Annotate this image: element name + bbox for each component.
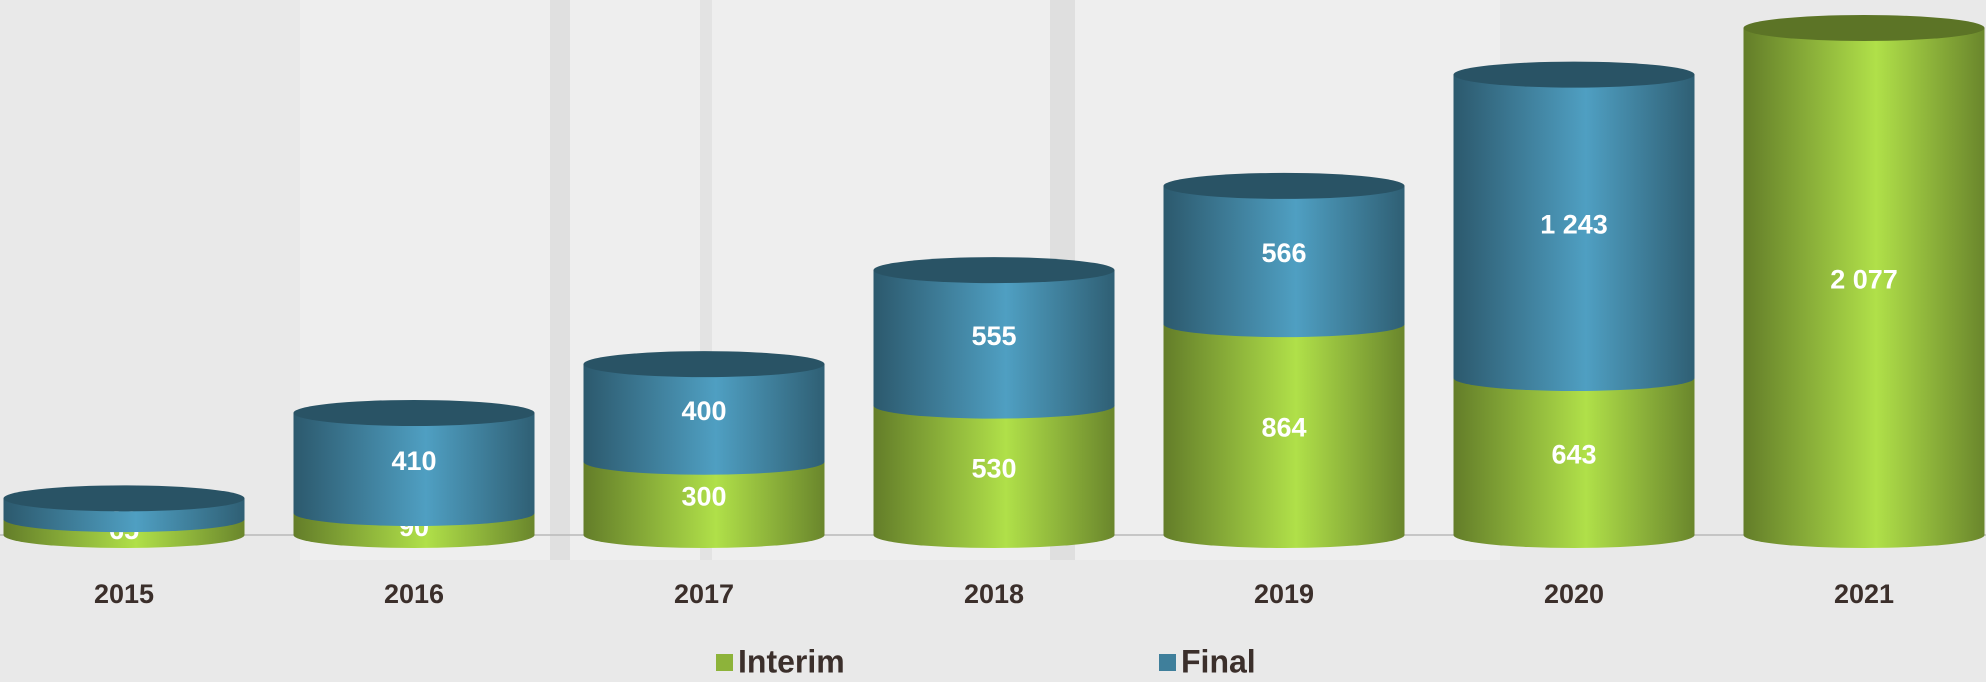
value-label: 400	[681, 396, 726, 426]
cylinder-bottom	[1744, 522, 1985, 548]
x-tick-label: 2020	[1544, 579, 1604, 609]
x-tick-label: 2019	[1254, 579, 1314, 609]
cylinder-top	[584, 351, 825, 377]
value-label: 1 243	[1540, 209, 1608, 239]
cylinder-bottom	[1164, 522, 1405, 548]
value-label: 300	[681, 482, 726, 512]
cylinder-bottom	[1454, 365, 1695, 391]
x-tick-label: 2018	[964, 579, 1024, 609]
x-tick-label: 2016	[384, 579, 444, 609]
cylinder-bottom	[874, 522, 1115, 548]
cylinder-bottom	[1454, 522, 1695, 548]
legend-swatch	[716, 654, 733, 671]
legend-label: Final	[1181, 643, 1256, 679]
cylinder-bottom	[584, 522, 825, 548]
cylinder-top	[4, 485, 245, 511]
value-label: 864	[1261, 413, 1306, 443]
cylinder-top	[1744, 15, 1985, 41]
legend-swatch	[1159, 654, 1176, 671]
value-label: 530	[971, 453, 1016, 483]
cylinder-bottom	[294, 500, 535, 526]
value-label: 2 077	[1830, 265, 1898, 295]
cylinder-top	[874, 257, 1115, 283]
x-tick-label: 2021	[1834, 579, 1894, 609]
value-label: 643	[1551, 440, 1596, 470]
cylinder-bottom	[874, 393, 1115, 419]
x-tick-label: 2015	[94, 579, 154, 609]
x-tick-label: 2017	[674, 579, 734, 609]
value-label: 566	[1261, 238, 1306, 268]
chart: 6585201590410201630040020175305552018864…	[0, 0, 1986, 682]
cylinder-top	[1454, 62, 1695, 88]
cylinder-top	[1164, 173, 1405, 199]
cylinder-bottom	[1164, 311, 1405, 337]
value-label: 555	[971, 321, 1016, 351]
cylinder-bottom	[584, 449, 825, 475]
cylinder-top	[294, 400, 535, 426]
legend-label: Interim	[738, 643, 845, 679]
value-label: 410	[391, 446, 436, 476]
